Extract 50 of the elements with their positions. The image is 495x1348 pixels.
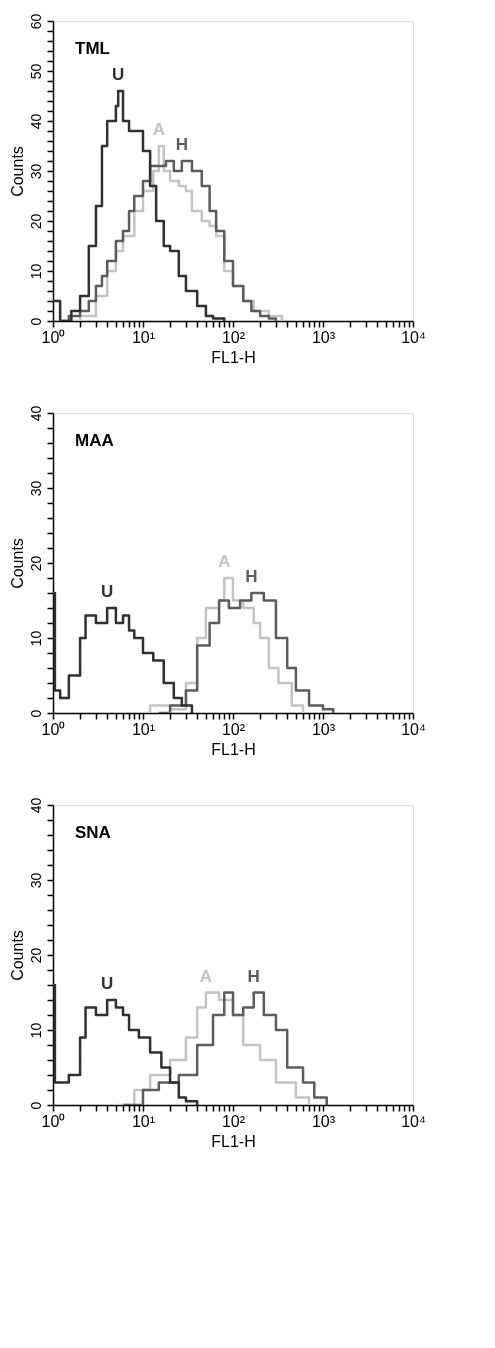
y-tick-label: 30 <box>27 480 44 497</box>
series-label: U <box>101 582 114 601</box>
x-tick-label: 10² <box>221 720 246 738</box>
series-label: H <box>175 135 188 154</box>
series-label: U <box>112 65 125 84</box>
x-axis-title: FL1-H <box>211 1132 256 1150</box>
x-axis-title: FL1-H <box>211 348 256 366</box>
y-tick-label: 40 <box>27 405 44 422</box>
x-tick-label: 10⁴ <box>401 720 426 738</box>
series-label: A <box>199 966 213 986</box>
y-tick-label: 20 <box>27 947 44 964</box>
y-tick-label: 30 <box>27 872 44 889</box>
x-tick-label: 10³ <box>311 328 336 346</box>
y-tick-label: 0 <box>27 317 44 326</box>
x-tick-label: 10¹ <box>131 328 156 346</box>
x-tick-label: 10¹ <box>131 720 156 738</box>
x-axis-title: FL1-H <box>211 740 256 758</box>
y-tick-label: 60 <box>27 13 44 30</box>
y-axis-title: Counts <box>8 538 26 589</box>
series-label: A <box>218 552 231 571</box>
y-tick-label: 50 <box>27 63 44 80</box>
y-tick-label: 10 <box>27 630 44 647</box>
x-tick-label: 10⁴ <box>401 1112 426 1130</box>
series-label: H <box>245 567 258 586</box>
y-tick-label: 40 <box>27 797 44 814</box>
y-tick-label: 10 <box>27 263 44 280</box>
x-tick-label: 10⁰ <box>41 1112 66 1130</box>
x-tick-label: 10⁴ <box>401 328 426 346</box>
series-label: U <box>101 974 114 993</box>
y-axis-title: Counts <box>8 146 26 197</box>
y-axis-title: Counts <box>8 930 26 981</box>
x-tick-label: 10¹ <box>131 1112 156 1130</box>
x-tick-label: 10⁰ <box>41 328 66 346</box>
x-tick-label: 10³ <box>311 1112 336 1130</box>
series-label: A <box>152 120 165 139</box>
text: MAA <box>75 431 114 450</box>
x-tick-label: 10³ <box>311 720 336 738</box>
y-tick-label: 20 <box>27 213 44 230</box>
x-tick-label: 10² <box>221 328 246 346</box>
y-tick-label: 40 <box>27 113 44 130</box>
y-tick-label: 10 <box>27 1022 44 1039</box>
y-tick-label: 0 <box>27 1101 44 1110</box>
x-tick-label: 10⁰ <box>41 720 66 738</box>
x-tick-label: 10² <box>221 1112 246 1130</box>
y-tick-label: 20 <box>27 555 44 572</box>
y-tick-label: 0 <box>27 709 44 718</box>
text: SNA <box>75 823 111 842</box>
text: TML <box>75 39 110 58</box>
y-tick-label: 30 <box>27 163 44 180</box>
series-label: H <box>247 966 260 986</box>
